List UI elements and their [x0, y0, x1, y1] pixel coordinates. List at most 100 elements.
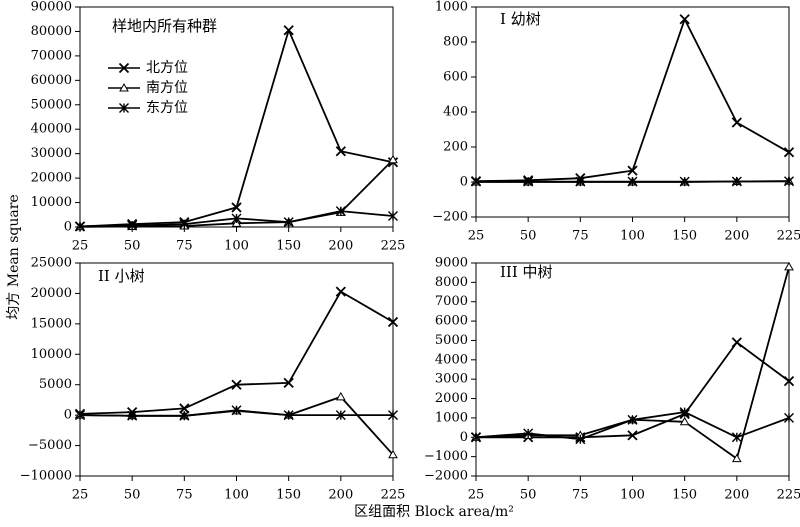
x-tick-label: 50 [124, 488, 141, 503]
x-tick-label: 75 [572, 488, 589, 503]
series-east [471, 176, 794, 187]
data-point [75, 221, 85, 232]
data-point [731, 117, 742, 128]
data-point [731, 176, 742, 187]
x-tick-label: 75 [572, 229, 589, 244]
x-tick-label: 200 [328, 239, 353, 254]
x-tick-label: 100 [224, 488, 249, 503]
y-tick-label: 1000 [435, 410, 468, 425]
y-tick-label: 7000 [435, 294, 468, 309]
x-axis-title: 区组面积 Block area/m² [354, 504, 514, 520]
data-point [471, 432, 481, 443]
x-tick-label: 100 [620, 488, 645, 503]
series-north [74, 25, 399, 232]
data-point [335, 410, 346, 421]
legend-item-north: 北方位 [108, 60, 188, 76]
data-point [335, 391, 346, 401]
y-tick-label: 5000 [435, 333, 468, 348]
data-point [179, 410, 190, 421]
data-point [627, 176, 638, 187]
data-point [523, 176, 534, 187]
y-tick-label: −200 [432, 210, 468, 225]
panel-all-populations: 样地内所有种群 0 10000 20000 30000 40000 50000 60000 7… [31, 0, 406, 254]
series-layer [74, 286, 399, 459]
y-tick-label: −10000 [20, 469, 72, 484]
y-tick-label: 10000 [31, 347, 72, 362]
x-tick-label: 25 [72, 488, 89, 503]
x-tick-label: 100 [224, 239, 249, 254]
series-east [471, 407, 794, 445]
data-point [783, 375, 795, 387]
y-tick-label: 3000 [435, 372, 468, 387]
series-line [79, 29, 394, 228]
y-tick-label: −5000 [28, 438, 72, 453]
y-tick-label: 30000 [31, 146, 72, 161]
y-tick-label: 8000 [435, 275, 468, 290]
data-point [283, 377, 294, 389]
data-point [231, 405, 242, 416]
panel-title: 样地内所有种群 [112, 17, 217, 35]
legend-item-east: 东方位 [108, 100, 188, 116]
data-point [388, 449, 398, 459]
x-tick-label: 150 [672, 488, 697, 503]
data-point [388, 154, 398, 164]
y-tick-label: 25000 [31, 256, 72, 271]
x-axis-ticks: 25 50 75 100 150 200 225 [72, 227, 406, 254]
x-tick-label: 25 [72, 239, 89, 254]
plot-frame [79, 6, 394, 228]
legend-marker-x [118, 62, 130, 74]
x-tick-label: 225 [381, 239, 406, 254]
x-tick-label: 100 [620, 229, 645, 244]
legend-marker-triangle [119, 82, 129, 92]
series-south [75, 391, 398, 459]
y-tick-label: 6000 [435, 314, 468, 329]
data-point [127, 410, 138, 421]
x-tick-label: 150 [276, 488, 301, 503]
y-tick-label: 40000 [31, 122, 72, 137]
x-tick-label: 50 [520, 488, 537, 503]
data-point [784, 176, 794, 187]
x-axis-ticks: 25 50 75 100 150 200 225 [468, 476, 800, 503]
data-point [679, 176, 690, 187]
panel-title: III 中树 [500, 263, 553, 281]
series-south [471, 261, 794, 463]
series-layer [470, 14, 795, 187]
x-tick-label: 150 [276, 239, 301, 254]
y-tick-label: 200 [443, 140, 468, 155]
data-point [627, 414, 638, 425]
series-line [475, 266, 790, 460]
data-point [523, 428, 534, 439]
y-tick-label: 20000 [31, 286, 72, 301]
series-layer [470, 261, 795, 463]
y-tick-label: 400 [443, 105, 468, 120]
series-line [79, 395, 394, 456]
y-axis-ticks: −10000 −5000 0 5000 10000 15000 20000 25000 [20, 256, 80, 484]
y-tick-label: 0 [460, 175, 468, 190]
data-point [575, 434, 586, 445]
data-point [783, 147, 795, 158]
y-tick-label: −1000 [424, 449, 468, 464]
data-point [731, 337, 742, 348]
x-axis-ticks: 25 50 75 100 150 200 225 [468, 217, 800, 244]
x-tick-label: 25 [468, 229, 485, 244]
series-north [470, 14, 795, 187]
x-tick-label: 25 [468, 488, 485, 503]
series-line [79, 290, 394, 415]
data-point [388, 410, 398, 421]
y-tick-label: 600 [443, 70, 468, 85]
legend-marker-asterisk [119, 103, 129, 113]
panel-title: II 小树 [98, 267, 145, 285]
x-tick-label: 50 [520, 229, 537, 244]
data-point [335, 206, 346, 217]
data-point [575, 176, 586, 187]
legend-item-south: 南方位 [108, 80, 188, 96]
series-layer [74, 25, 399, 232]
y-tick-label: 9000 [435, 256, 468, 271]
data-point [731, 453, 742, 463]
data-point [127, 220, 138, 231]
data-point [627, 430, 638, 441]
y-axis-ticks: −200 0 200 400 600 800 1000 [432, 0, 476, 225]
data-point [387, 316, 399, 328]
plot-frame [475, 262, 790, 477]
y-tick-label: 15000 [31, 316, 72, 331]
